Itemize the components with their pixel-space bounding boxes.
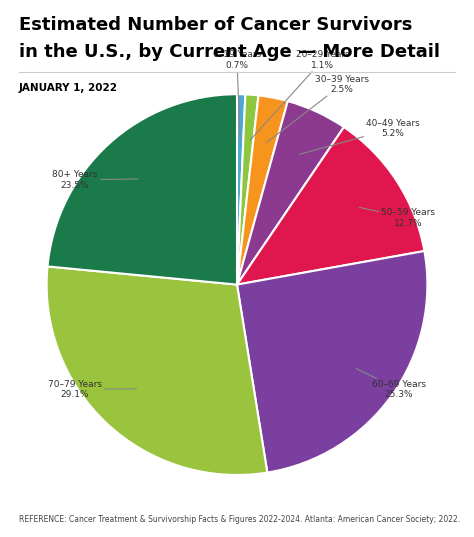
Wedge shape: [237, 251, 428, 473]
Text: 20–29 Years
1.1%: 20–29 Years 1.1%: [250, 50, 349, 140]
Wedge shape: [237, 127, 424, 285]
Wedge shape: [237, 96, 288, 285]
Wedge shape: [237, 94, 246, 285]
Wedge shape: [237, 101, 344, 285]
Text: JANUARY 1, 2022: JANUARY 1, 2022: [19, 83, 118, 93]
Text: 0–19 Years
0.7%: 0–19 Years 0.7%: [213, 50, 261, 139]
Text: 40–49 Years
5.2%: 40–49 Years 5.2%: [300, 119, 420, 154]
Text: 70–79 Years
29.1%: 70–79 Years 29.1%: [48, 380, 137, 399]
Text: Estimated Number of Cancer Survivors: Estimated Number of Cancer Survivors: [19, 16, 412, 34]
Text: 80+ Years
23.5%: 80+ Years 23.5%: [53, 170, 138, 190]
Wedge shape: [46, 266, 267, 475]
Wedge shape: [237, 95, 258, 285]
Text: 50–59 Years
12.7%: 50–59 Years 12.7%: [359, 207, 435, 228]
Text: 60–69 Years
25.3%: 60–69 Years 25.3%: [356, 368, 426, 399]
Text: in the U.S., by Current Age — More Detail: in the U.S., by Current Age — More Detai…: [19, 43, 440, 61]
Wedge shape: [47, 94, 237, 285]
Text: 30–39 Years
2.5%: 30–39 Years 2.5%: [266, 75, 369, 143]
Text: REFERENCE: Cancer Treatment & Survivorship Facts & Figures 2022-2024. Atlanta: A: REFERENCE: Cancer Treatment & Survivorsh…: [19, 514, 460, 524]
